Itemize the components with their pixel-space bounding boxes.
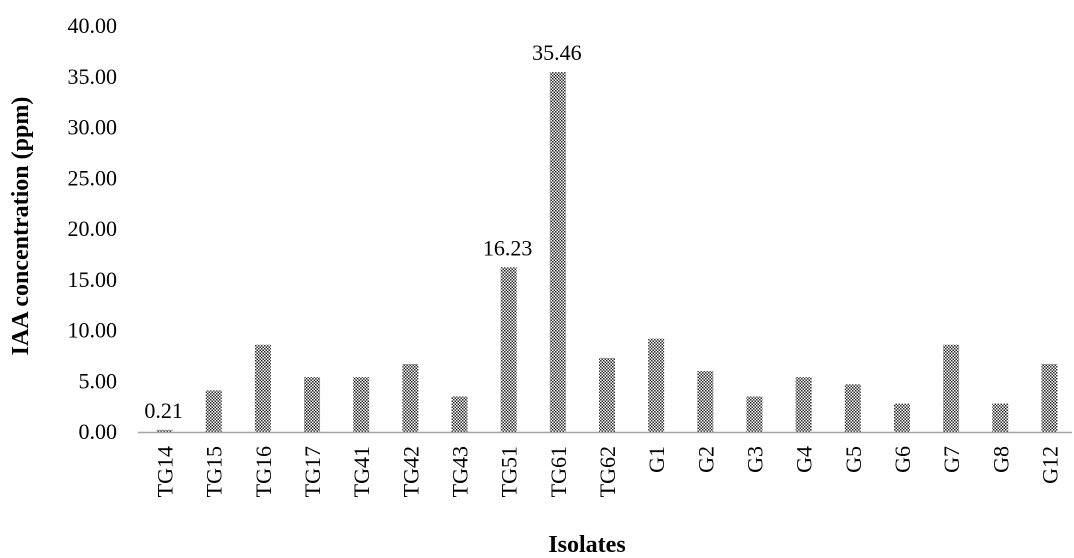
- bar-tg42: [402, 363, 419, 432]
- bar-g8: [992, 403, 1009, 432]
- y-tick-label: 5.00: [79, 368, 118, 393]
- bar-tg16: [254, 344, 271, 432]
- bar-tg62: [599, 357, 615, 432]
- bar-tg17: [304, 377, 321, 432]
- data-label: 35.46: [532, 40, 582, 65]
- bar-tg51: [500, 267, 517, 432]
- bar-g7: [943, 344, 960, 432]
- data-labels-group: 0.21 16.23 35.46: [144, 40, 581, 423]
- x-tick-label: G7: [939, 446, 964, 473]
- x-tick-label: G4: [792, 446, 817, 473]
- y-tick-label: 25.00: [68, 165, 118, 190]
- y-axis-title: IAA concentration (ppm): [8, 97, 34, 356]
- bar-g4: [795, 377, 812, 432]
- category-labels-group: TG14 TG15 TG16 TG17 TG41 TG42 TG43 TG51 TG61 TG62…: [153, 446, 1063, 497]
- bar-tg41: [353, 377, 370, 432]
- x-tick-label: TG17: [300, 446, 325, 497]
- x-tick-label: G8: [988, 446, 1013, 473]
- bar-g1: [648, 338, 665, 432]
- bar-g3: [746, 396, 763, 432]
- y-tick-label: 0.00: [79, 419, 118, 444]
- bar-g6: [893, 403, 910, 432]
- x-tick-label: G12: [1037, 446, 1062, 484]
- x-tick-label: G3: [742, 446, 767, 473]
- x-tick-label: G2: [693, 446, 718, 473]
- x-tick-label: TG61: [546, 446, 571, 497]
- data-label: 16.23: [483, 235, 533, 260]
- x-tick-label: G6: [890, 446, 915, 473]
- y-tick-label: 30.00: [68, 115, 118, 140]
- bars-group: [156, 72, 1058, 433]
- x-tick-label: TG15: [202, 446, 227, 497]
- y-tick-label: 35.00: [68, 64, 118, 89]
- y-tick-label: 40.00: [68, 13, 118, 38]
- x-tick-label: TG41: [349, 446, 374, 497]
- bar-tg61: [549, 72, 566, 433]
- y-axis-ticks: 0.00 5.00 10.00 15.00 20.00 25.00 30.00 35.00 40…: [68, 13, 118, 444]
- y-tick-label: 10.00: [68, 318, 118, 343]
- x-tick-label: TG14: [153, 446, 178, 497]
- x-tick-label: G5: [841, 446, 866, 473]
- x-tick-label: TG62: [595, 446, 620, 497]
- x-tick-label: TG42: [398, 446, 423, 497]
- y-tick-label: 20.00: [68, 216, 118, 241]
- bar-tg15: [205, 390, 222, 432]
- bar-tg43: [451, 396, 468, 432]
- bar-tg14: [156, 429, 173, 432]
- y-tick-label: 15.00: [68, 267, 118, 292]
- x-axis-title: Isolates: [548, 532, 625, 558]
- bar-g2: [697, 371, 714, 432]
- x-tick-label: TG16: [251, 446, 276, 497]
- bar-g5: [844, 384, 861, 432]
- x-tick-label: TG43: [448, 446, 473, 497]
- bar-g12: [1041, 363, 1058, 432]
- data-label: 0.21: [144, 398, 183, 423]
- x-tick-label: TG51: [497, 446, 522, 497]
- x-tick-label: G1: [644, 446, 669, 473]
